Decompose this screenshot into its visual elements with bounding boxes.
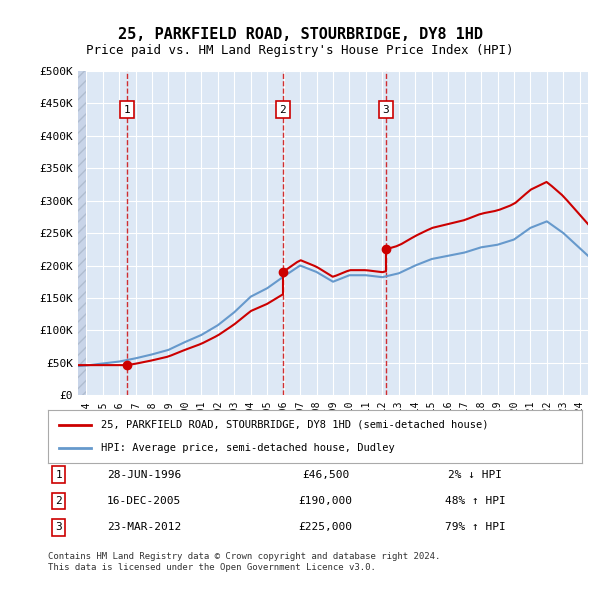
Text: £46,500: £46,500 <box>302 470 349 480</box>
Text: This data is licensed under the Open Government Licence v3.0.: This data is licensed under the Open Gov… <box>48 563 376 572</box>
Text: 2% ↓ HPI: 2% ↓ HPI <box>448 470 502 480</box>
Text: Price paid vs. HM Land Registry's House Price Index (HPI): Price paid vs. HM Land Registry's House … <box>86 44 514 57</box>
Text: 2: 2 <box>280 105 286 114</box>
Text: 1: 1 <box>55 470 62 480</box>
Text: HPI: Average price, semi-detached house, Dudley: HPI: Average price, semi-detached house,… <box>101 443 395 453</box>
Text: 3: 3 <box>55 522 62 532</box>
Text: 48% ↑ HPI: 48% ↑ HPI <box>445 496 506 506</box>
Text: £190,000: £190,000 <box>299 496 353 506</box>
Text: 79% ↑ HPI: 79% ↑ HPI <box>445 522 506 532</box>
Text: 25, PARKFIELD ROAD, STOURBRIDGE, DY8 1HD (semi-detached house): 25, PARKFIELD ROAD, STOURBRIDGE, DY8 1HD… <box>101 420 489 430</box>
Text: £225,000: £225,000 <box>299 522 353 532</box>
Text: 28-JUN-1996: 28-JUN-1996 <box>107 470 181 480</box>
Text: 25, PARKFIELD ROAD, STOURBRIDGE, DY8 1HD: 25, PARKFIELD ROAD, STOURBRIDGE, DY8 1HD <box>118 27 482 41</box>
Text: 1: 1 <box>124 105 131 114</box>
Text: 3: 3 <box>383 105 389 114</box>
Text: 2: 2 <box>55 496 62 506</box>
Text: 16-DEC-2005: 16-DEC-2005 <box>107 496 181 506</box>
Text: Contains HM Land Registry data © Crown copyright and database right 2024.: Contains HM Land Registry data © Crown c… <box>48 552 440 560</box>
Bar <box>78 71 86 395</box>
Text: 23-MAR-2012: 23-MAR-2012 <box>107 522 181 532</box>
